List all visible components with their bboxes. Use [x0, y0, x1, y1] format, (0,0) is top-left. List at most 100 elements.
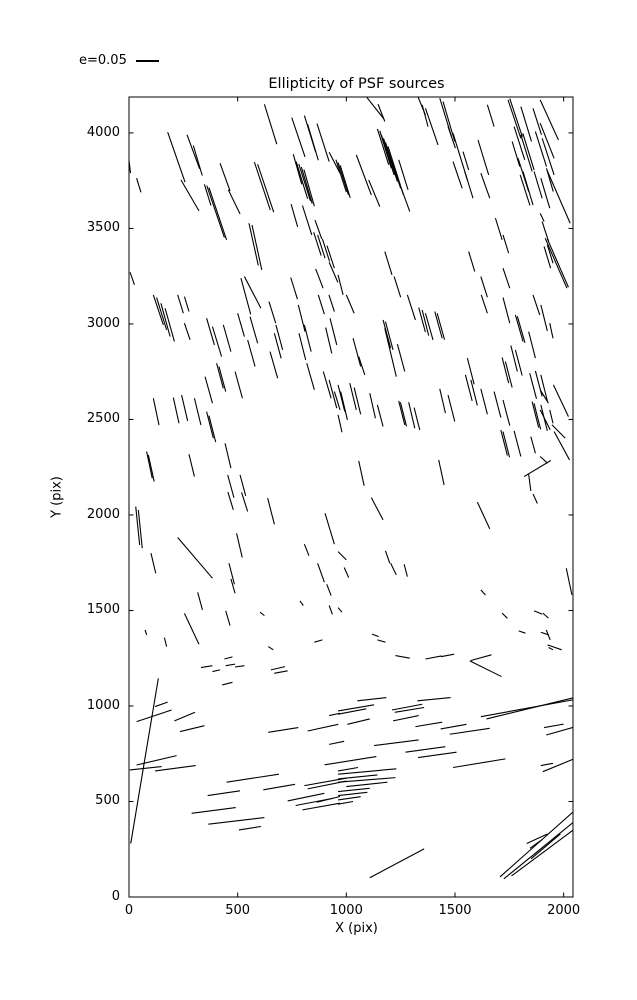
whisker-segment [513, 126, 526, 161]
whisker-segment [335, 159, 347, 193]
whisker-segment [392, 714, 419, 722]
whisker-segment [130, 678, 159, 844]
whisker-segment [480, 294, 488, 314]
whisker-segment [546, 169, 571, 224]
whisker-segment [539, 456, 548, 464]
whisker-segment [219, 163, 231, 192]
whisker-segment [522, 171, 534, 206]
whisker-segment [317, 234, 326, 259]
whisker-segment [191, 807, 236, 814]
whisker-segment [338, 768, 397, 775]
whisker-segment [251, 224, 263, 270]
whisker-segment [540, 762, 554, 767]
whisker-segment [326, 245, 335, 269]
whisker-segment [345, 294, 355, 314]
whisker-segment [203, 184, 212, 206]
whisker-segment [447, 394, 456, 422]
whisker-segment [343, 567, 350, 578]
whisker-segment [540, 178, 551, 209]
whisker-segment [160, 303, 171, 337]
whisker-segment [366, 97, 385, 120]
whisker-segment [183, 296, 190, 312]
whisker-segment [353, 387, 362, 415]
whisker-segment [328, 294, 335, 312]
whisker-segment [462, 151, 470, 171]
whisker-segment [236, 533, 243, 558]
whisker-segment [546, 726, 573, 736]
whisker-segment [298, 333, 307, 360]
whisker-segment [337, 708, 367, 715]
whisker-segment [522, 133, 535, 171]
whisker-segment [510, 345, 518, 372]
whisker-segment [476, 501, 491, 530]
whisker-segment [528, 331, 536, 359]
whisker-segment [167, 131, 186, 183]
whisker-segment [380, 134, 395, 176]
whisker-segment [539, 213, 545, 222]
whisker-segment [314, 639, 323, 643]
whisker-segment [197, 592, 203, 611]
x-tick-label: 1500 [438, 903, 472, 918]
whisker-segment [398, 159, 409, 191]
whisker-segment [502, 399, 511, 426]
whisker-segment [338, 787, 370, 793]
whisker-segment [545, 629, 551, 641]
y-tick-label: 1500 [86, 602, 120, 618]
whisker-segment [421, 104, 429, 127]
whisker-segment [268, 727, 299, 733]
whisker-segment [395, 655, 410, 659]
whisker-segment [147, 454, 155, 482]
whisker-segment [298, 163, 311, 202]
whisker-segment [216, 363, 224, 389]
whisker-segment [539, 122, 555, 159]
whisker-segment [541, 221, 550, 242]
whisker-segment [177, 294, 184, 314]
whisker-segment [398, 400, 406, 426]
whisker-segment [394, 706, 425, 713]
whisker-segment [337, 800, 354, 805]
y-tick-label: 500 [95, 793, 120, 809]
whisker-segment [337, 551, 347, 561]
whisker-segment [290, 277, 298, 300]
whisker-segment [337, 274, 344, 296]
whisker-segment [486, 104, 495, 127]
whisker-segment [234, 371, 243, 399]
whisker-segment [137, 509, 143, 549]
whisker-segment [358, 356, 366, 376]
whisker-segment [452, 758, 506, 769]
whisker-segment [447, 126, 456, 149]
whisker-segment [529, 839, 543, 849]
whisker-segment [469, 660, 502, 678]
whisker-segment [328, 262, 339, 283]
whisker-segment [337, 607, 343, 613]
whisker-segment [303, 324, 312, 352]
whisker-segment [243, 276, 262, 309]
whisker-segment [417, 697, 451, 702]
whisker-segment [324, 513, 335, 545]
whisker-segment [440, 653, 455, 658]
y-tick-label: 3500 [86, 220, 120, 236]
whisker-segment [452, 161, 463, 189]
whisker-segment [347, 718, 370, 725]
whisker-segment [174, 711, 196, 722]
whisker-segment [225, 610, 231, 626]
whisker-segment [316, 123, 330, 162]
whisker-segment [234, 665, 245, 668]
whisker-segment [183, 613, 200, 645]
whisker-segment [239, 474, 247, 496]
whisker-segment [316, 795, 341, 803]
whisker-segment [304, 777, 347, 787]
whisker-segment [501, 357, 510, 384]
whisker-segment [211, 326, 223, 357]
whisker-segment [532, 493, 538, 504]
y-tick-label: 2000 [86, 506, 120, 522]
whisker-segment [328, 379, 338, 409]
whisker-segment [164, 308, 175, 342]
whisker-segment [163, 637, 168, 647]
whisker-segment [129, 272, 135, 285]
whisker-segment [206, 185, 225, 238]
whisker-segment [532, 108, 543, 135]
whisker-segment [553, 431, 571, 461]
whisker-segment [540, 374, 548, 402]
